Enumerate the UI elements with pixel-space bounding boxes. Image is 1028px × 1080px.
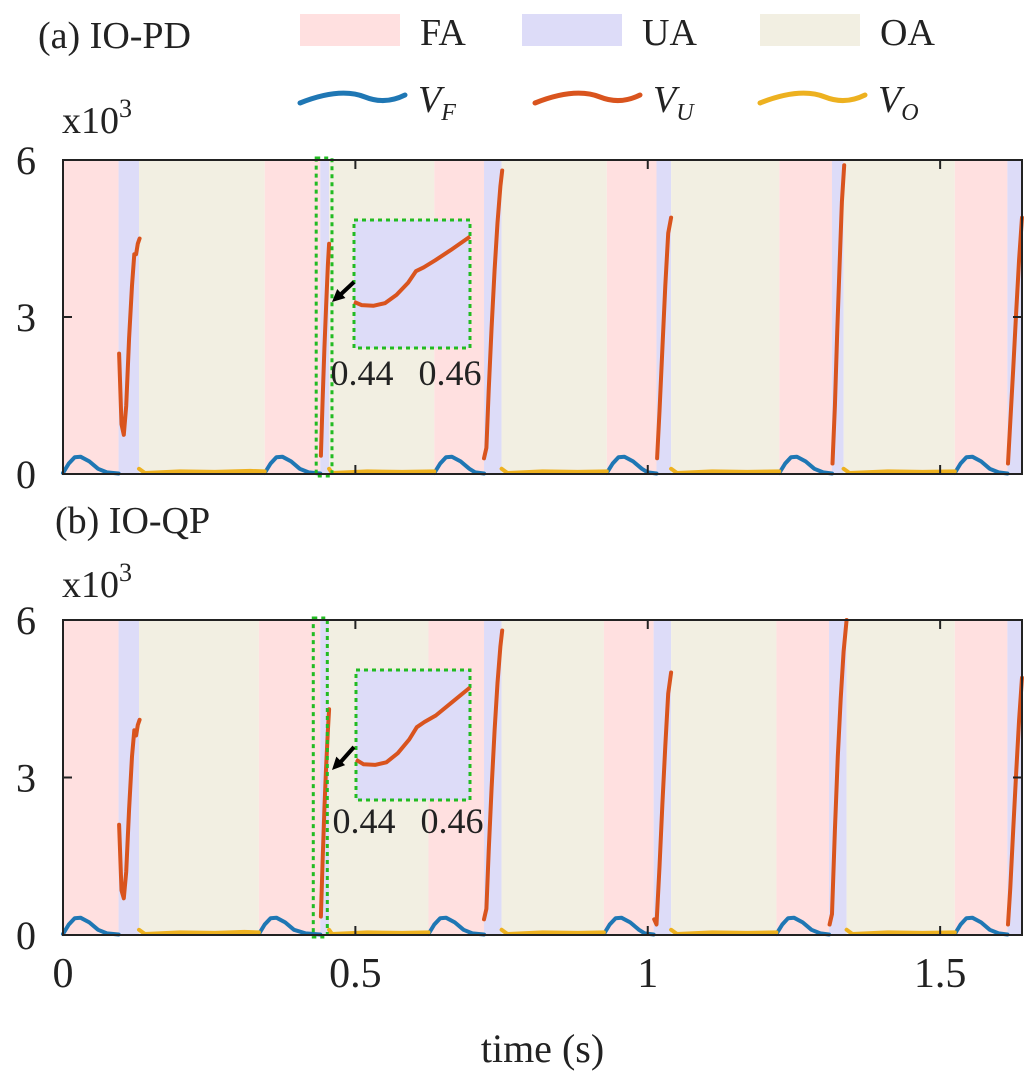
x-tick-label: 1.5 xyxy=(914,951,967,997)
region-fa xyxy=(63,620,119,935)
series-v-o-line xyxy=(841,466,957,475)
panel-io-qp: (b) IO-QP x103 0.44 0.46 0 3 6 0 0.5 1 1.5 time (s) xyxy=(16,500,1024,1071)
x-tick-label: 0 xyxy=(53,951,74,997)
legend-swatch-ua xyxy=(522,14,622,46)
region-ua xyxy=(118,620,140,935)
panel-io-pd: (a) IO-PD x103 0.44 0.46 0 3 6 xyxy=(16,15,1024,497)
region-fa xyxy=(776,620,830,935)
region-fa xyxy=(954,160,1008,474)
panel-title: (b) IO-QP xyxy=(55,500,210,542)
inset-box xyxy=(352,218,472,350)
legend-line-vf xyxy=(297,90,408,106)
region-oa xyxy=(671,160,780,474)
inset-tick-label: 0.44 xyxy=(333,801,396,841)
series-v-o-line xyxy=(499,466,609,475)
series-v-u-line xyxy=(318,241,332,458)
y-tick-label: 3 xyxy=(16,756,36,801)
y-tick-label: 6 xyxy=(16,598,36,643)
series-v-u-line xyxy=(117,236,142,437)
legend-swatch-fa xyxy=(300,14,400,46)
legend-line-vu xyxy=(532,90,643,106)
y-tick-label: 0 xyxy=(16,452,36,497)
region-fa xyxy=(954,620,1008,935)
series-v-f-line xyxy=(426,915,486,937)
series-v-f-line xyxy=(952,454,1010,476)
legend-label-ua: UA xyxy=(642,12,697,54)
region-oa xyxy=(843,160,955,474)
legend-label-vo: VO xyxy=(878,79,919,126)
legend-label-vf: VF xyxy=(418,79,456,126)
legend-label-vu: VU xyxy=(653,79,695,126)
legend: FA UA OA VF VU VO xyxy=(297,12,935,126)
inset-series-v-u-line xyxy=(354,685,472,767)
series-v-f-line xyxy=(61,454,121,476)
series-v-u-line xyxy=(1006,215,1024,466)
inset-tick-label: 0.46 xyxy=(419,353,482,393)
region-oa xyxy=(501,160,607,474)
region-oa xyxy=(846,620,955,935)
x-tick-label: 0.5 xyxy=(329,951,382,997)
series-v-u-line xyxy=(117,717,142,901)
zoom-window xyxy=(311,616,329,939)
series-v-f-line xyxy=(262,454,323,476)
series-v-f-line xyxy=(601,915,656,937)
region-oa xyxy=(671,620,777,935)
panel-title: (a) IO-PD xyxy=(38,15,191,57)
x-tick-label: 1 xyxy=(637,951,658,997)
inset-tick-label: 0.44 xyxy=(331,353,394,393)
x-axis-label: time (s) xyxy=(481,1026,604,1071)
series-v-u-line xyxy=(655,215,674,461)
inset-arrow-head xyxy=(332,756,346,770)
legend-swatch-oa xyxy=(760,14,860,46)
region-oa xyxy=(139,160,265,474)
region-fa xyxy=(264,160,321,474)
series-v-f-line xyxy=(777,454,834,476)
legend-label-fa: FA xyxy=(420,12,466,54)
region-oa xyxy=(501,620,604,935)
y-tick-label: 6 xyxy=(16,138,36,183)
region-fa xyxy=(606,160,657,474)
y-scale-label: x103 xyxy=(62,94,132,142)
series-v-o-line xyxy=(499,927,606,936)
series-v-f-line xyxy=(774,915,831,937)
series-v-o-line xyxy=(669,927,779,936)
series-v-o-line xyxy=(669,466,782,475)
series-v-f-line xyxy=(432,454,486,476)
series-v-o-line xyxy=(327,927,431,936)
series-v-u-line xyxy=(1006,675,1024,927)
region-fa xyxy=(603,620,654,935)
y-scale-label: x103 xyxy=(62,558,132,606)
series-v-f-line xyxy=(952,915,1010,937)
legend-label-oa: OA xyxy=(880,12,935,54)
region-fa xyxy=(258,620,321,935)
y-tick-label: 3 xyxy=(16,295,36,340)
inset-series-v-u-line xyxy=(353,234,472,308)
region-oa xyxy=(139,620,259,935)
series-v-f-line xyxy=(256,915,323,937)
series-v-o-line xyxy=(137,466,267,475)
series-v-u-line xyxy=(830,163,847,466)
series-v-f-line xyxy=(61,915,121,937)
series-v-u-line xyxy=(482,168,505,461)
series-v-u-line xyxy=(827,618,849,927)
region-fa xyxy=(63,160,119,474)
region-fa xyxy=(779,160,832,474)
series-v-u-line xyxy=(482,628,505,922)
legend-line-vo xyxy=(757,90,868,106)
series-v-u-line xyxy=(652,670,674,927)
inset-arrow-head xyxy=(332,289,346,302)
series-v-o-line xyxy=(137,927,261,936)
series-v-o-line xyxy=(844,927,957,936)
inset-tick-label: 0.46 xyxy=(421,801,484,841)
y-tick-label: 0 xyxy=(16,913,36,958)
